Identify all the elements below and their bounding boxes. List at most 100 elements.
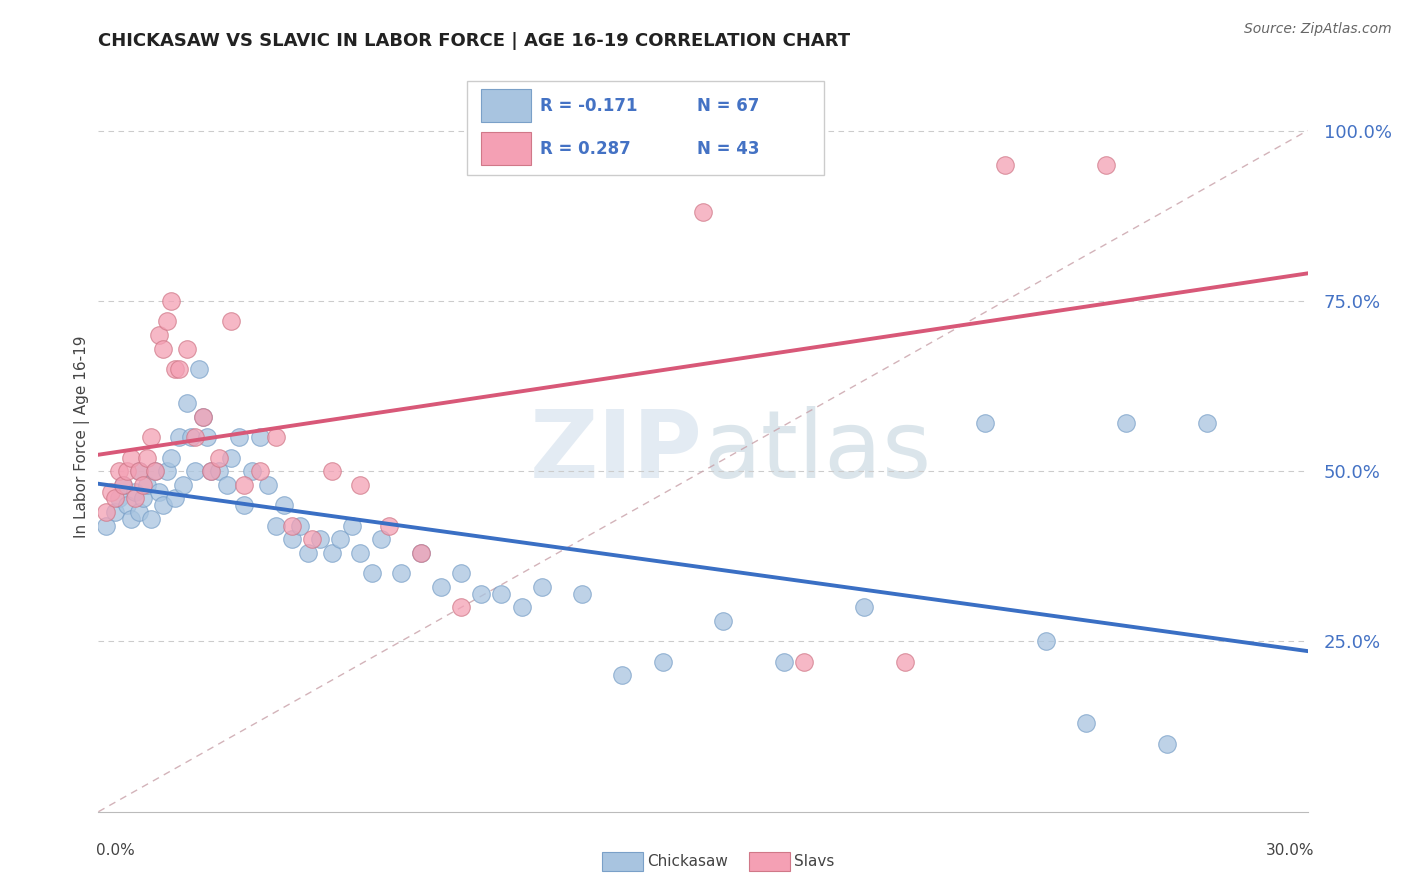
- Point: [1195, 417, 1218, 431]
- Text: atlas: atlas: [703, 406, 931, 498]
- Point: [193, 409, 215, 424]
- Point: [711, 614, 734, 628]
- Point: [160, 293, 183, 308]
- Point: [450, 566, 472, 581]
- Point: [1095, 158, 1118, 172]
- Y-axis label: In Labor Force | Age 16-19: In Labor Force | Age 16-19: [75, 335, 90, 539]
- Point: [974, 417, 997, 431]
- Point: [994, 158, 1017, 172]
- Point: [160, 450, 183, 465]
- Point: [124, 491, 146, 506]
- Point: [172, 477, 194, 491]
- Text: Source: ZipAtlas.com: Source: ZipAtlas.com: [1244, 22, 1392, 37]
- Point: [264, 518, 287, 533]
- Point: [163, 491, 186, 506]
- Point: [107, 491, 129, 506]
- Text: N = 43: N = 43: [697, 140, 759, 158]
- Point: [96, 505, 118, 519]
- Point: [163, 362, 186, 376]
- Point: [217, 477, 239, 491]
- Point: [249, 464, 271, 478]
- Point: [288, 518, 311, 533]
- Point: [143, 464, 166, 478]
- Point: [491, 158, 513, 172]
- Point: [510, 600, 533, 615]
- Point: [571, 587, 593, 601]
- Point: [124, 484, 146, 499]
- Point: [893, 655, 915, 669]
- Point: [232, 477, 254, 491]
- Point: [221, 314, 243, 328]
- Point: [120, 450, 142, 465]
- Point: [200, 464, 222, 478]
- Point: [132, 491, 155, 506]
- Point: [128, 464, 150, 478]
- Point: [551, 158, 574, 172]
- Text: Slavs: Slavs: [794, 855, 835, 869]
- Point: [152, 498, 174, 512]
- Point: [180, 430, 202, 444]
- Point: [128, 464, 150, 478]
- Point: [103, 491, 125, 506]
- Point: [132, 477, 155, 491]
- Point: [470, 587, 492, 601]
- Point: [143, 464, 166, 478]
- Point: [152, 342, 174, 356]
- Point: [349, 477, 371, 491]
- Point: [612, 668, 634, 682]
- FancyBboxPatch shape: [481, 89, 531, 122]
- Point: [100, 484, 122, 499]
- Point: [370, 533, 392, 547]
- Point: [342, 518, 364, 533]
- Point: [195, 430, 218, 444]
- Point: [612, 158, 634, 172]
- Point: [793, 655, 815, 669]
- Point: [148, 484, 170, 499]
- Point: [115, 498, 138, 512]
- Point: [772, 655, 794, 669]
- Point: [115, 464, 138, 478]
- Point: [530, 580, 553, 594]
- Point: [281, 518, 304, 533]
- Text: R = 0.287: R = 0.287: [540, 140, 630, 158]
- Point: [193, 409, 215, 424]
- Text: N = 67: N = 67: [697, 96, 759, 114]
- Point: [176, 342, 198, 356]
- Point: [273, 498, 295, 512]
- Point: [256, 477, 278, 491]
- Point: [409, 546, 432, 560]
- Point: [389, 566, 412, 581]
- Point: [301, 533, 323, 547]
- Point: [167, 430, 190, 444]
- Point: [329, 533, 352, 547]
- Point: [200, 464, 222, 478]
- Point: [450, 600, 472, 615]
- Point: [232, 498, 254, 512]
- Point: [651, 655, 673, 669]
- Point: [221, 450, 243, 465]
- Point: [111, 477, 134, 491]
- Point: [208, 450, 231, 465]
- Point: [103, 505, 125, 519]
- Text: 30.0%: 30.0%: [1267, 843, 1315, 858]
- Point: [264, 430, 287, 444]
- Point: [1156, 737, 1178, 751]
- Point: [228, 430, 250, 444]
- Point: [208, 464, 231, 478]
- Point: [409, 546, 432, 560]
- Point: [111, 477, 134, 491]
- Point: [120, 512, 142, 526]
- Point: [349, 546, 371, 560]
- Point: [491, 587, 513, 601]
- Point: [321, 546, 343, 560]
- Point: [853, 600, 876, 615]
- Point: [321, 464, 343, 478]
- Text: Chickasaw: Chickasaw: [647, 855, 728, 869]
- Point: [139, 430, 162, 444]
- FancyBboxPatch shape: [481, 132, 531, 165]
- Point: [148, 327, 170, 342]
- Text: R = -0.171: R = -0.171: [540, 96, 637, 114]
- Point: [135, 477, 157, 491]
- Text: 0.0%: 0.0%: [96, 843, 135, 858]
- Point: [281, 533, 304, 547]
